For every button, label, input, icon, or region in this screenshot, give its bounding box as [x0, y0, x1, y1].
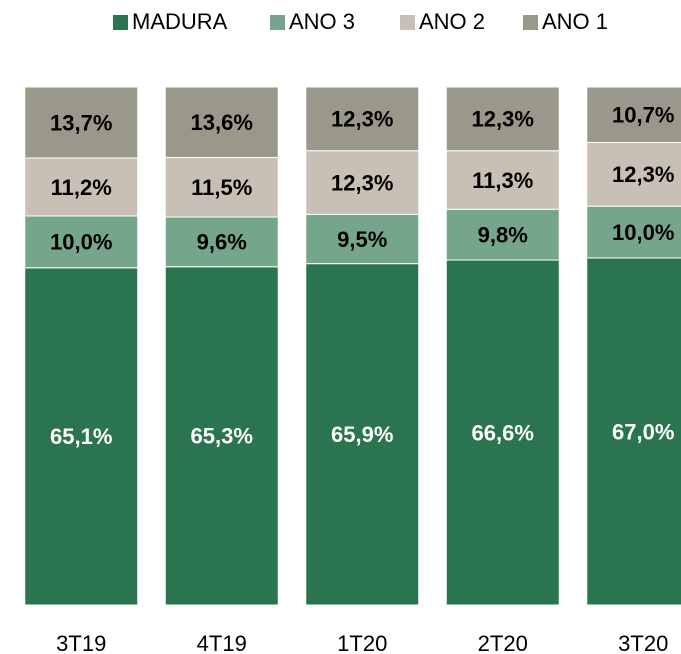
legend-swatch — [400, 15, 415, 30]
data-label: 13,7% — [50, 110, 112, 135]
data-label: 67,0% — [612, 419, 674, 444]
legend-label: ANO 1 — [542, 9, 608, 34]
legend-label: ANO 3 — [289, 9, 355, 34]
data-label: 9,5% — [337, 227, 387, 252]
legend-swatch — [523, 15, 538, 30]
bar-segment — [445, 86, 560, 152]
data-label: 11,2% — [51, 175, 112, 200]
data-label: 12,3% — [331, 170, 393, 195]
data-label: 10,0% — [612, 220, 674, 245]
legend-swatch — [270, 15, 285, 30]
legend-label: ANO 2 — [419, 9, 485, 34]
legend-label: MADURA — [132, 9, 228, 34]
bar-segment — [445, 259, 560, 606]
data-label: 9,8% — [478, 222, 528, 247]
bar-segment — [24, 86, 139, 159]
bar-segment — [445, 150, 560, 210]
data-label: 9,6% — [197, 230, 247, 255]
data-label: 10,7% — [612, 103, 674, 128]
bar-segment — [164, 156, 279, 218]
bar-segment — [24, 267, 139, 606]
x-tick-label: 3T19 — [56, 631, 106, 654]
bar-segment — [305, 213, 420, 265]
data-label: 11,5% — [191, 175, 252, 200]
bar-segment — [164, 86, 279, 158]
data-label: 12,3% — [472, 107, 534, 132]
x-tick-label: 2T20 — [478, 631, 528, 654]
bar-segment — [586, 86, 681, 143]
bar-segment — [305, 150, 420, 215]
data-label: 12,3% — [612, 162, 674, 187]
x-tick-label: 1T20 — [337, 631, 387, 654]
data-label: 11,3% — [472, 168, 533, 193]
data-label: 10,0% — [50, 230, 112, 255]
data-label: 13,6% — [191, 110, 253, 135]
data-label: 65,1% — [50, 424, 112, 449]
bar-segment — [586, 257, 681, 606]
bar-segment — [164, 216, 279, 268]
bar-segment — [586, 141, 681, 207]
bar-segment — [164, 266, 279, 606]
x-tick-label: 4T19 — [197, 631, 247, 654]
data-label: 65,9% — [331, 422, 393, 447]
data-label: 65,3% — [191, 424, 253, 449]
bar-segment — [24, 215, 139, 269]
x-tick-label: 3T20 — [618, 631, 668, 654]
bar-segment — [305, 86, 420, 152]
data-label: 66,6% — [472, 420, 534, 445]
legend-swatch — [113, 15, 128, 30]
bar-segment — [305, 263, 420, 606]
data-label: 12,3% — [331, 107, 393, 132]
